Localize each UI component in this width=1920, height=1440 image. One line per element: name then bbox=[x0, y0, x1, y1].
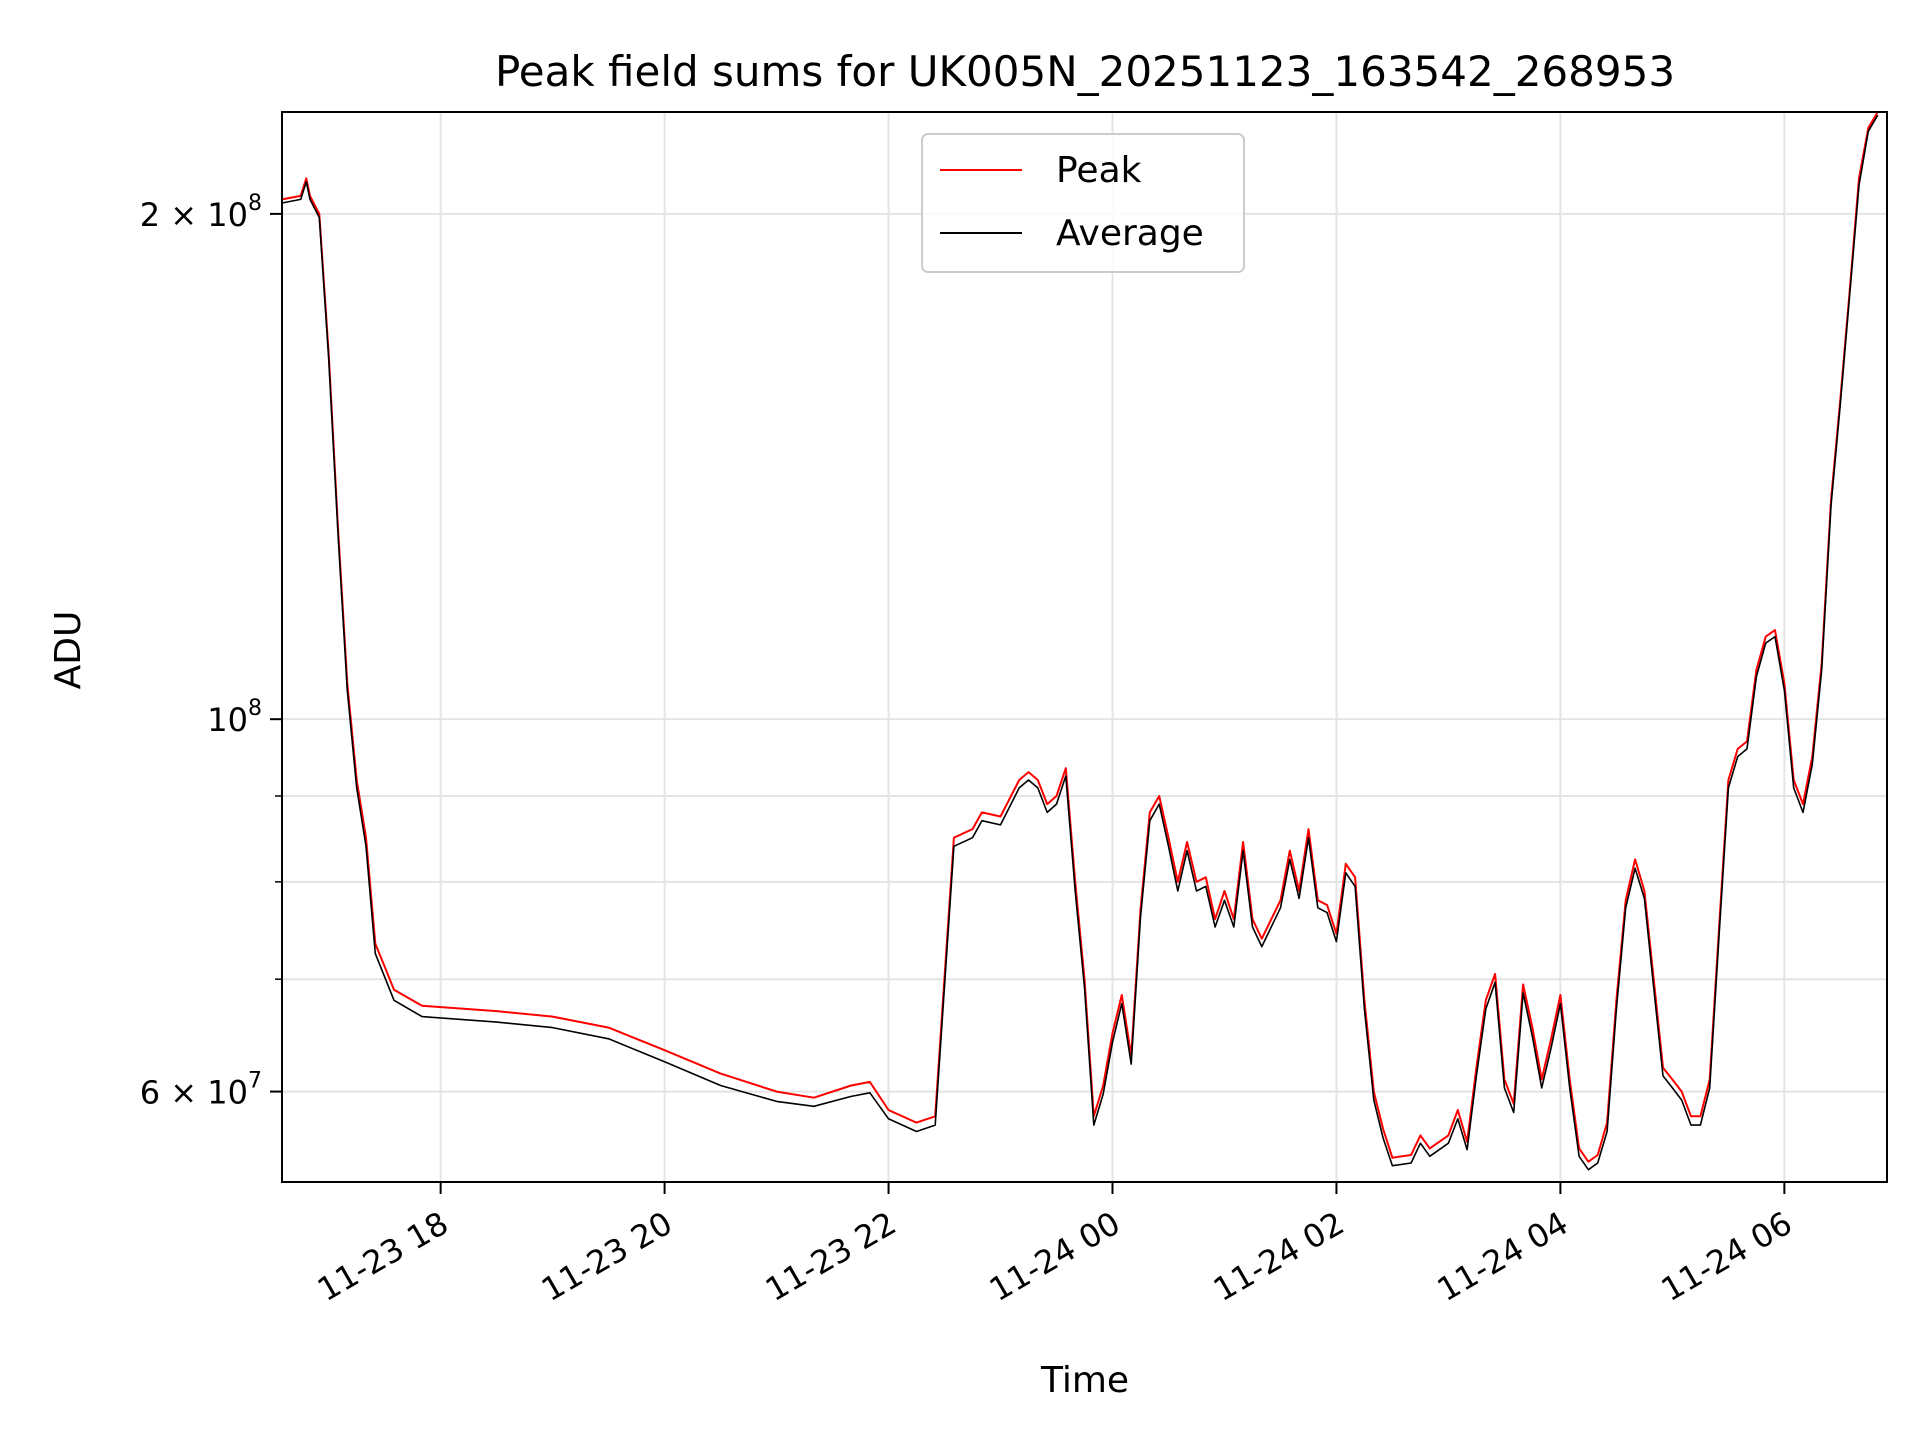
chart-title: Peak field sums for UK005N_20251123_1635… bbox=[495, 47, 1675, 96]
series-line-average bbox=[281, 114, 1879, 1171]
y-tick-label-exponent: 8 bbox=[248, 191, 262, 216]
y-tick-label-base: 6 × 10 bbox=[140, 1074, 248, 1112]
y-tick-label: 6 × 107 bbox=[140, 1069, 262, 1112]
y-tick-label-base: 10 bbox=[207, 701, 248, 739]
y-tick-label: 2 × 108 bbox=[140, 191, 262, 234]
plot-frame bbox=[281, 111, 1888, 1183]
series-line-peak bbox=[281, 111, 1879, 1163]
legend: Peak Average bbox=[921, 133, 1245, 273]
y-tick-label-exponent: 7 bbox=[248, 1069, 262, 1094]
legend-label: Peak bbox=[1056, 150, 1142, 191]
y-tick-label-base: 2 × 10 bbox=[140, 196, 248, 234]
y-tick-label: 108 bbox=[207, 696, 262, 739]
plot-series bbox=[281, 111, 1879, 1171]
legend-label: Average bbox=[1056, 213, 1204, 254]
y-tick-label-exponent: 8 bbox=[248, 696, 262, 721]
legend-box bbox=[921, 133, 1245, 273]
x-axis-label: Time bbox=[1040, 1360, 1129, 1401]
y-axis-label: ADU bbox=[48, 611, 89, 690]
